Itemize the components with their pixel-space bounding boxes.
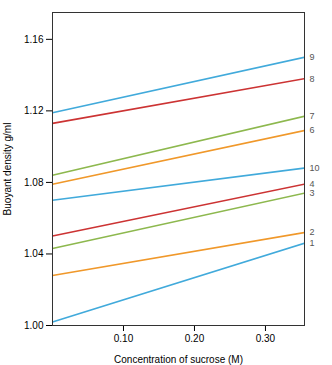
svg-text:1.12: 1.12 — [24, 105, 44, 116]
svg-text:2: 2 — [310, 227, 315, 237]
svg-text:0.30: 0.30 — [256, 333, 276, 344]
svg-text:7: 7 — [310, 111, 315, 121]
svg-text:10: 10 — [310, 163, 320, 173]
svg-text:1.00: 1.00 — [24, 320, 44, 331]
svg-text:1.08: 1.08 — [24, 177, 44, 188]
svg-text:3: 3 — [310, 188, 315, 198]
svg-text:1.04: 1.04 — [24, 248, 44, 259]
svg-text:9: 9 — [310, 52, 315, 62]
svg-text:0.10: 0.10 — [114, 333, 134, 344]
svg-text:1: 1 — [310, 238, 315, 248]
svg-text:Concentration of sucrose (M): Concentration of sucrose (M) — [114, 354, 243, 365]
svg-text:1.16: 1.16 — [24, 34, 44, 45]
svg-text:Buoyant density g/ml: Buoyant density g/ml — [2, 123, 13, 216]
svg-text:4: 4 — [309, 179, 315, 190]
svg-text:8: 8 — [310, 74, 315, 84]
svg-text:6: 6 — [310, 125, 315, 135]
svg-text:0.20: 0.20 — [185, 333, 205, 344]
